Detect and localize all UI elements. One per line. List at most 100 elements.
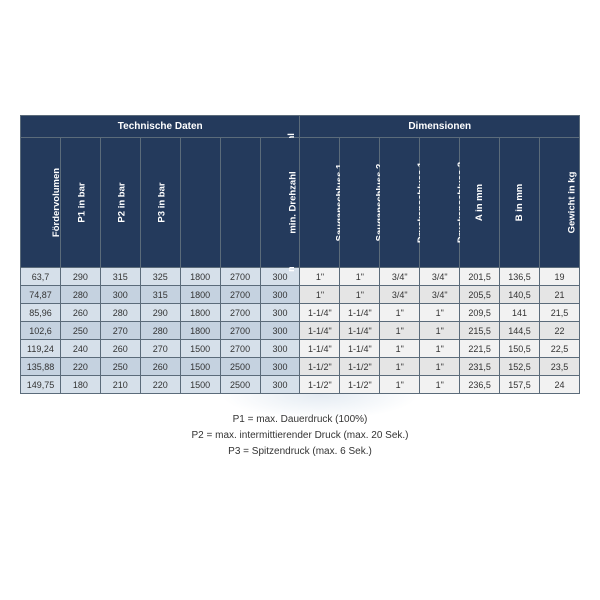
col-header-d1: Druckanschluss 1 bbox=[380, 138, 420, 268]
cell: 1800 bbox=[180, 322, 220, 340]
cell: 2700 bbox=[220, 286, 260, 304]
cell: 1" bbox=[420, 304, 460, 322]
cell: 1-1/2" bbox=[340, 376, 380, 394]
cell: 300 bbox=[260, 322, 300, 340]
cell: 24 bbox=[539, 376, 579, 394]
col-header-label: A in mm bbox=[474, 184, 485, 221]
cell: 1" bbox=[420, 358, 460, 376]
table-row: 74,87280300315180027003001"1"3/4"3/4"205… bbox=[21, 286, 580, 304]
cell: 300 bbox=[260, 286, 300, 304]
cell: 1-1/4" bbox=[340, 322, 380, 340]
spec-table: Technische Daten Dimensionen Fördervolum… bbox=[20, 115, 580, 394]
cell: 1" bbox=[380, 358, 420, 376]
cell: 250 bbox=[100, 358, 140, 376]
cell: 1" bbox=[300, 286, 340, 304]
cell: 2700 bbox=[220, 304, 260, 322]
cell: 1-1/4" bbox=[340, 340, 380, 358]
cell: 2700 bbox=[220, 340, 260, 358]
cell: 280 bbox=[140, 322, 180, 340]
cell: 1-1/4" bbox=[300, 304, 340, 322]
cell: 1800 bbox=[180, 286, 220, 304]
cell: 1" bbox=[420, 376, 460, 394]
group-header-dim: Dimensionen bbox=[300, 116, 580, 138]
cell: 1" bbox=[340, 286, 380, 304]
table-wrapper: Technische Daten Dimensionen Fördervolum… bbox=[20, 115, 580, 460]
col-header-b: B in mm bbox=[500, 138, 540, 268]
cell: 102,6 bbox=[21, 322, 61, 340]
cell: 1-1/4" bbox=[300, 322, 340, 340]
cell: 270 bbox=[140, 340, 180, 358]
footnotes: P1 = max. Dauerdruck (100%) P2 = max. in… bbox=[20, 412, 580, 460]
cell: 220 bbox=[140, 376, 180, 394]
col-header-label: Gewicht in kg bbox=[566, 172, 577, 234]
cell: 2500 bbox=[220, 358, 260, 376]
cell: 135,88 bbox=[21, 358, 61, 376]
cell: 1500 bbox=[180, 376, 220, 394]
col-header-label: min. Drehzahl bbox=[287, 171, 298, 233]
col-header-p1: P1 in bar bbox=[60, 138, 100, 268]
cell: 205,5 bbox=[460, 286, 500, 304]
cell: 210 bbox=[100, 376, 140, 394]
cell: 280 bbox=[60, 286, 100, 304]
cell: 140,5 bbox=[500, 286, 540, 304]
cell: 1" bbox=[380, 322, 420, 340]
cell: 220 bbox=[60, 358, 100, 376]
cell: 3/4" bbox=[380, 268, 420, 286]
cell: 85,96 bbox=[21, 304, 61, 322]
cell: 22,5 bbox=[539, 340, 579, 358]
col-header-s2: Sauganschluss 2 bbox=[340, 138, 380, 268]
cell: 141 bbox=[500, 304, 540, 322]
cell: 250 bbox=[60, 322, 100, 340]
cell: 240 bbox=[60, 340, 100, 358]
cell: 1800 bbox=[180, 304, 220, 322]
cell: 150,5 bbox=[500, 340, 540, 358]
cell: 2700 bbox=[220, 268, 260, 286]
cell: 1" bbox=[420, 322, 460, 340]
cell: 63,7 bbox=[21, 268, 61, 286]
cell: 1-1/4" bbox=[300, 340, 340, 358]
group-header-tech: Technische Daten bbox=[21, 116, 300, 138]
cell: 300 bbox=[260, 304, 300, 322]
cell: 236,5 bbox=[460, 376, 500, 394]
table-row: 149,75180210220150025003001-1/2"1-1/2"1"… bbox=[21, 376, 580, 394]
cell: 180 bbox=[60, 376, 100, 394]
footnote: P2 = max. intermittierender Druck (max. … bbox=[20, 428, 580, 444]
cell: 1" bbox=[420, 340, 460, 358]
group-header-row: Technische Daten Dimensionen bbox=[21, 116, 580, 138]
cell: 119,24 bbox=[21, 340, 61, 358]
cell: 1800 bbox=[180, 268, 220, 286]
cell: 1-1/2" bbox=[340, 358, 380, 376]
col-header-s1: Sauganschluss 1 bbox=[300, 138, 340, 268]
column-header-row: FördervolumenP1 in barP2 in barP3 in bar… bbox=[21, 138, 580, 268]
col-header-maxd: max. Dauerdrehzahl bbox=[180, 138, 220, 268]
cell: 300 bbox=[260, 376, 300, 394]
cell: 149,75 bbox=[21, 376, 61, 394]
cell: 1" bbox=[380, 376, 420, 394]
cell: 21,5 bbox=[539, 304, 579, 322]
cell: 1-1/2" bbox=[300, 376, 340, 394]
table-row: 63,7290315325180027003001"1"3/4"3/4"201,… bbox=[21, 268, 580, 286]
cell: 270 bbox=[100, 322, 140, 340]
cell: 2500 bbox=[220, 376, 260, 394]
cell: 260 bbox=[140, 358, 180, 376]
cell: 221,5 bbox=[460, 340, 500, 358]
cell: 280 bbox=[100, 304, 140, 322]
cell: 157,5 bbox=[500, 376, 540, 394]
cell: 201,5 bbox=[460, 268, 500, 286]
cell: 1" bbox=[340, 268, 380, 286]
table-body: 63,7290315325180027003001"1"3/4"3/4"201,… bbox=[21, 268, 580, 394]
cell: 290 bbox=[140, 304, 180, 322]
table-row: 102,6250270280180027003001-1/4"1-1/4"1"1… bbox=[21, 322, 580, 340]
cell: 290 bbox=[60, 268, 100, 286]
col-header-maxi: max. intermittierende Drehzahl bbox=[220, 138, 260, 268]
cell: 1" bbox=[380, 340, 420, 358]
cell: 2700 bbox=[220, 322, 260, 340]
cell: 3/4" bbox=[420, 286, 460, 304]
footnote: P3 = Spitzendruck (max. 6 Sek.) bbox=[20, 444, 580, 460]
cell: 315 bbox=[140, 286, 180, 304]
table-row: 85,96260280290180027003001-1/4"1-1/4"1"1… bbox=[21, 304, 580, 322]
cell: 1" bbox=[380, 304, 420, 322]
cell: 23,5 bbox=[539, 358, 579, 376]
col-header-mind: min. Drehzahl bbox=[260, 138, 300, 268]
cell: 315 bbox=[100, 268, 140, 286]
